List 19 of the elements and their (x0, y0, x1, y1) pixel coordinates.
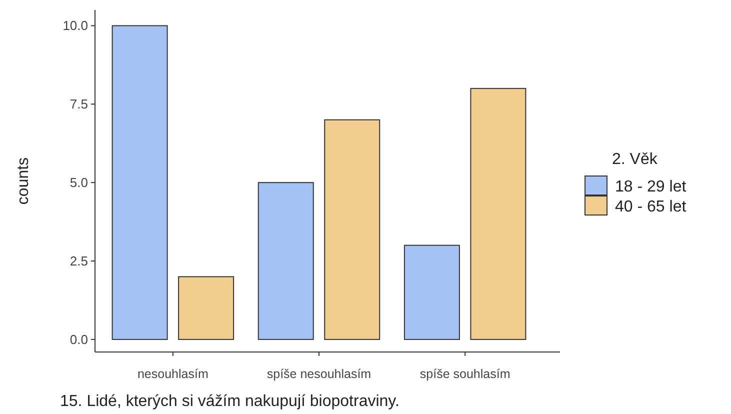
legend-title: 2. Věk (612, 151, 658, 168)
y-tick-label: 7.5 (70, 96, 88, 112)
y-tick-label: 5.0 (70, 175, 88, 190)
legend-label: 18 - 29 let (615, 178, 687, 196)
x-tick-label: spíše souhlasím (420, 367, 510, 381)
y-tick-label: 0.0 (70, 332, 88, 347)
bar (404, 244, 460, 340)
y-axis-title: counts (15, 157, 32, 205)
bar (178, 276, 234, 340)
y-tick-label: 2.5 (70, 254, 88, 269)
bar (470, 88, 526, 340)
bar (258, 182, 314, 340)
bar (112, 25, 168, 340)
legend-label: 40 - 65 let (615, 198, 687, 216)
x-tick-label: spíše nesouhlasím (266, 367, 372, 381)
x-axis-title: 15. Lidé, kterých si vážím nakupují biopotraviny. (60, 393, 400, 410)
x-tick-label: nesouhlasím (137, 367, 208, 381)
y-tick-label: 10.0 (62, 18, 88, 34)
bar (324, 119, 380, 340)
